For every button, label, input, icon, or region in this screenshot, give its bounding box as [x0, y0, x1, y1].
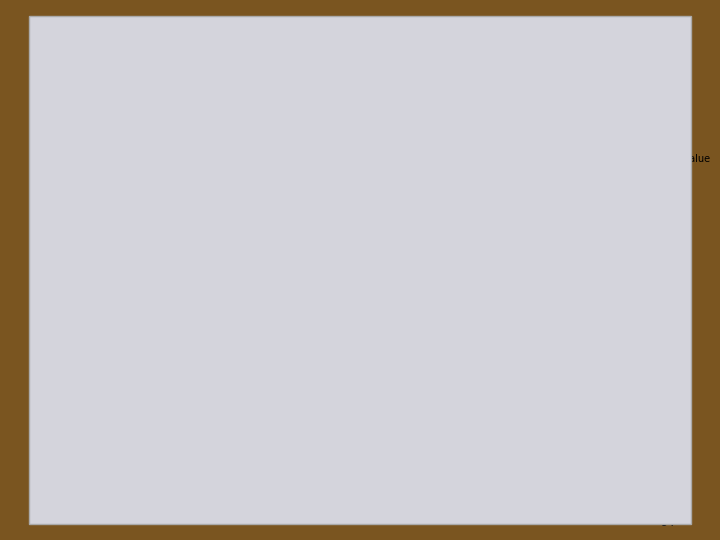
Text: Hundredths: Hundredths: [578, 137, 587, 182]
FancyBboxPatch shape: [148, 464, 598, 516]
Text: Thousands: Thousands: [387, 139, 396, 180]
Text: Hecto =: Hecto =: [56, 339, 109, 352]
Text: 64: 64: [659, 516, 675, 529]
Text: Many industries use metrics and others are changing.: Many industries use metrics and others a…: [116, 205, 436, 218]
Text: Most commonly used prefixes are Kilo, centi, and milli.: Most commonly used prefixes are Kilo, ce…: [180, 484, 565, 497]
Text: U.S. is only major country not using metrics as standard system.: U.S. is only major country not using met…: [116, 170, 499, 183]
Text: •: •: [102, 170, 110, 184]
Text: Tenths: Tenths: [540, 147, 549, 172]
Text: Hecto: Hecto: [426, 218, 434, 241]
Text: 1000 units: 1000 units: [155, 308, 229, 321]
Text: Prefix: Prefix: [644, 225, 681, 234]
Text: •: •: [102, 124, 110, 138]
Text: Deka: Deka: [464, 220, 472, 239]
Text: Denotes process of changing from English weights and measures
     to the Metric: Denotes process of changing from English…: [116, 124, 503, 154]
Text: Kilo: Kilo: [387, 222, 396, 237]
Text: Thousandths: Thousandths: [616, 134, 625, 184]
Text: 0.001 (one thousandth of the unit): 0.001 (one thousandth of the unit): [155, 462, 400, 475]
Text: Kilo  =: Kilo =: [56, 308, 109, 321]
Text: Hundreds: Hundreds: [426, 141, 434, 178]
Text: centi =: centi =: [56, 431, 109, 444]
Text: 10 units: 10 units: [155, 369, 212, 382]
Text: Place Value: Place Value: [644, 154, 710, 164]
Text: 1.  Metrication: 1. Metrication: [84, 86, 221, 104]
Text: Deka =: Deka =: [56, 369, 102, 382]
Text: 0.1 unit (one-tenth of the unit): 0.1 unit (one-tenth of the unit): [155, 400, 372, 413]
Text: Tens: Tens: [464, 151, 472, 168]
Text: 0.01 (one-hundredth of the unit): 0.01 (one-hundredth of the unit): [155, 431, 384, 444]
Text: H.    METRICS: H. METRICS: [56, 49, 193, 66]
Text: centi: centi: [578, 220, 587, 239]
Text: 100 units: 100 units: [155, 339, 220, 352]
Text: deci =: deci =: [56, 400, 102, 413]
Text: milli =: milli =: [56, 462, 109, 475]
Text: •: •: [102, 205, 110, 219]
Text: Metric Prefixes:: Metric Prefixes:: [56, 270, 180, 284]
Text: Ones: Ones: [502, 150, 510, 169]
Text: milli: milli: [616, 221, 625, 238]
Text: deci: deci: [540, 221, 549, 238]
Text: base unit: base unit: [502, 212, 510, 247]
FancyBboxPatch shape: [372, 124, 639, 340]
